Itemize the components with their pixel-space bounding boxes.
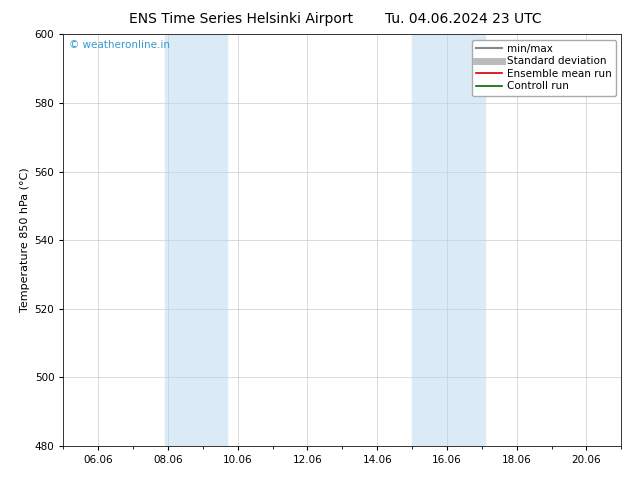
Y-axis label: Temperature 850 hPa (°C): Temperature 850 hPa (°C) (20, 168, 30, 313)
Text: © weatheronline.in: © weatheronline.in (69, 41, 170, 50)
Text: ENS Time Series Helsinki Airport: ENS Time Series Helsinki Airport (129, 12, 353, 26)
Legend: min/max, Standard deviation, Ensemble mean run, Controll run: min/max, Standard deviation, Ensemble me… (472, 40, 616, 96)
Bar (165, 34, 227, 446)
Bar (412, 34, 486, 446)
Text: Tu. 04.06.2024 23 UTC: Tu. 04.06.2024 23 UTC (384, 12, 541, 26)
